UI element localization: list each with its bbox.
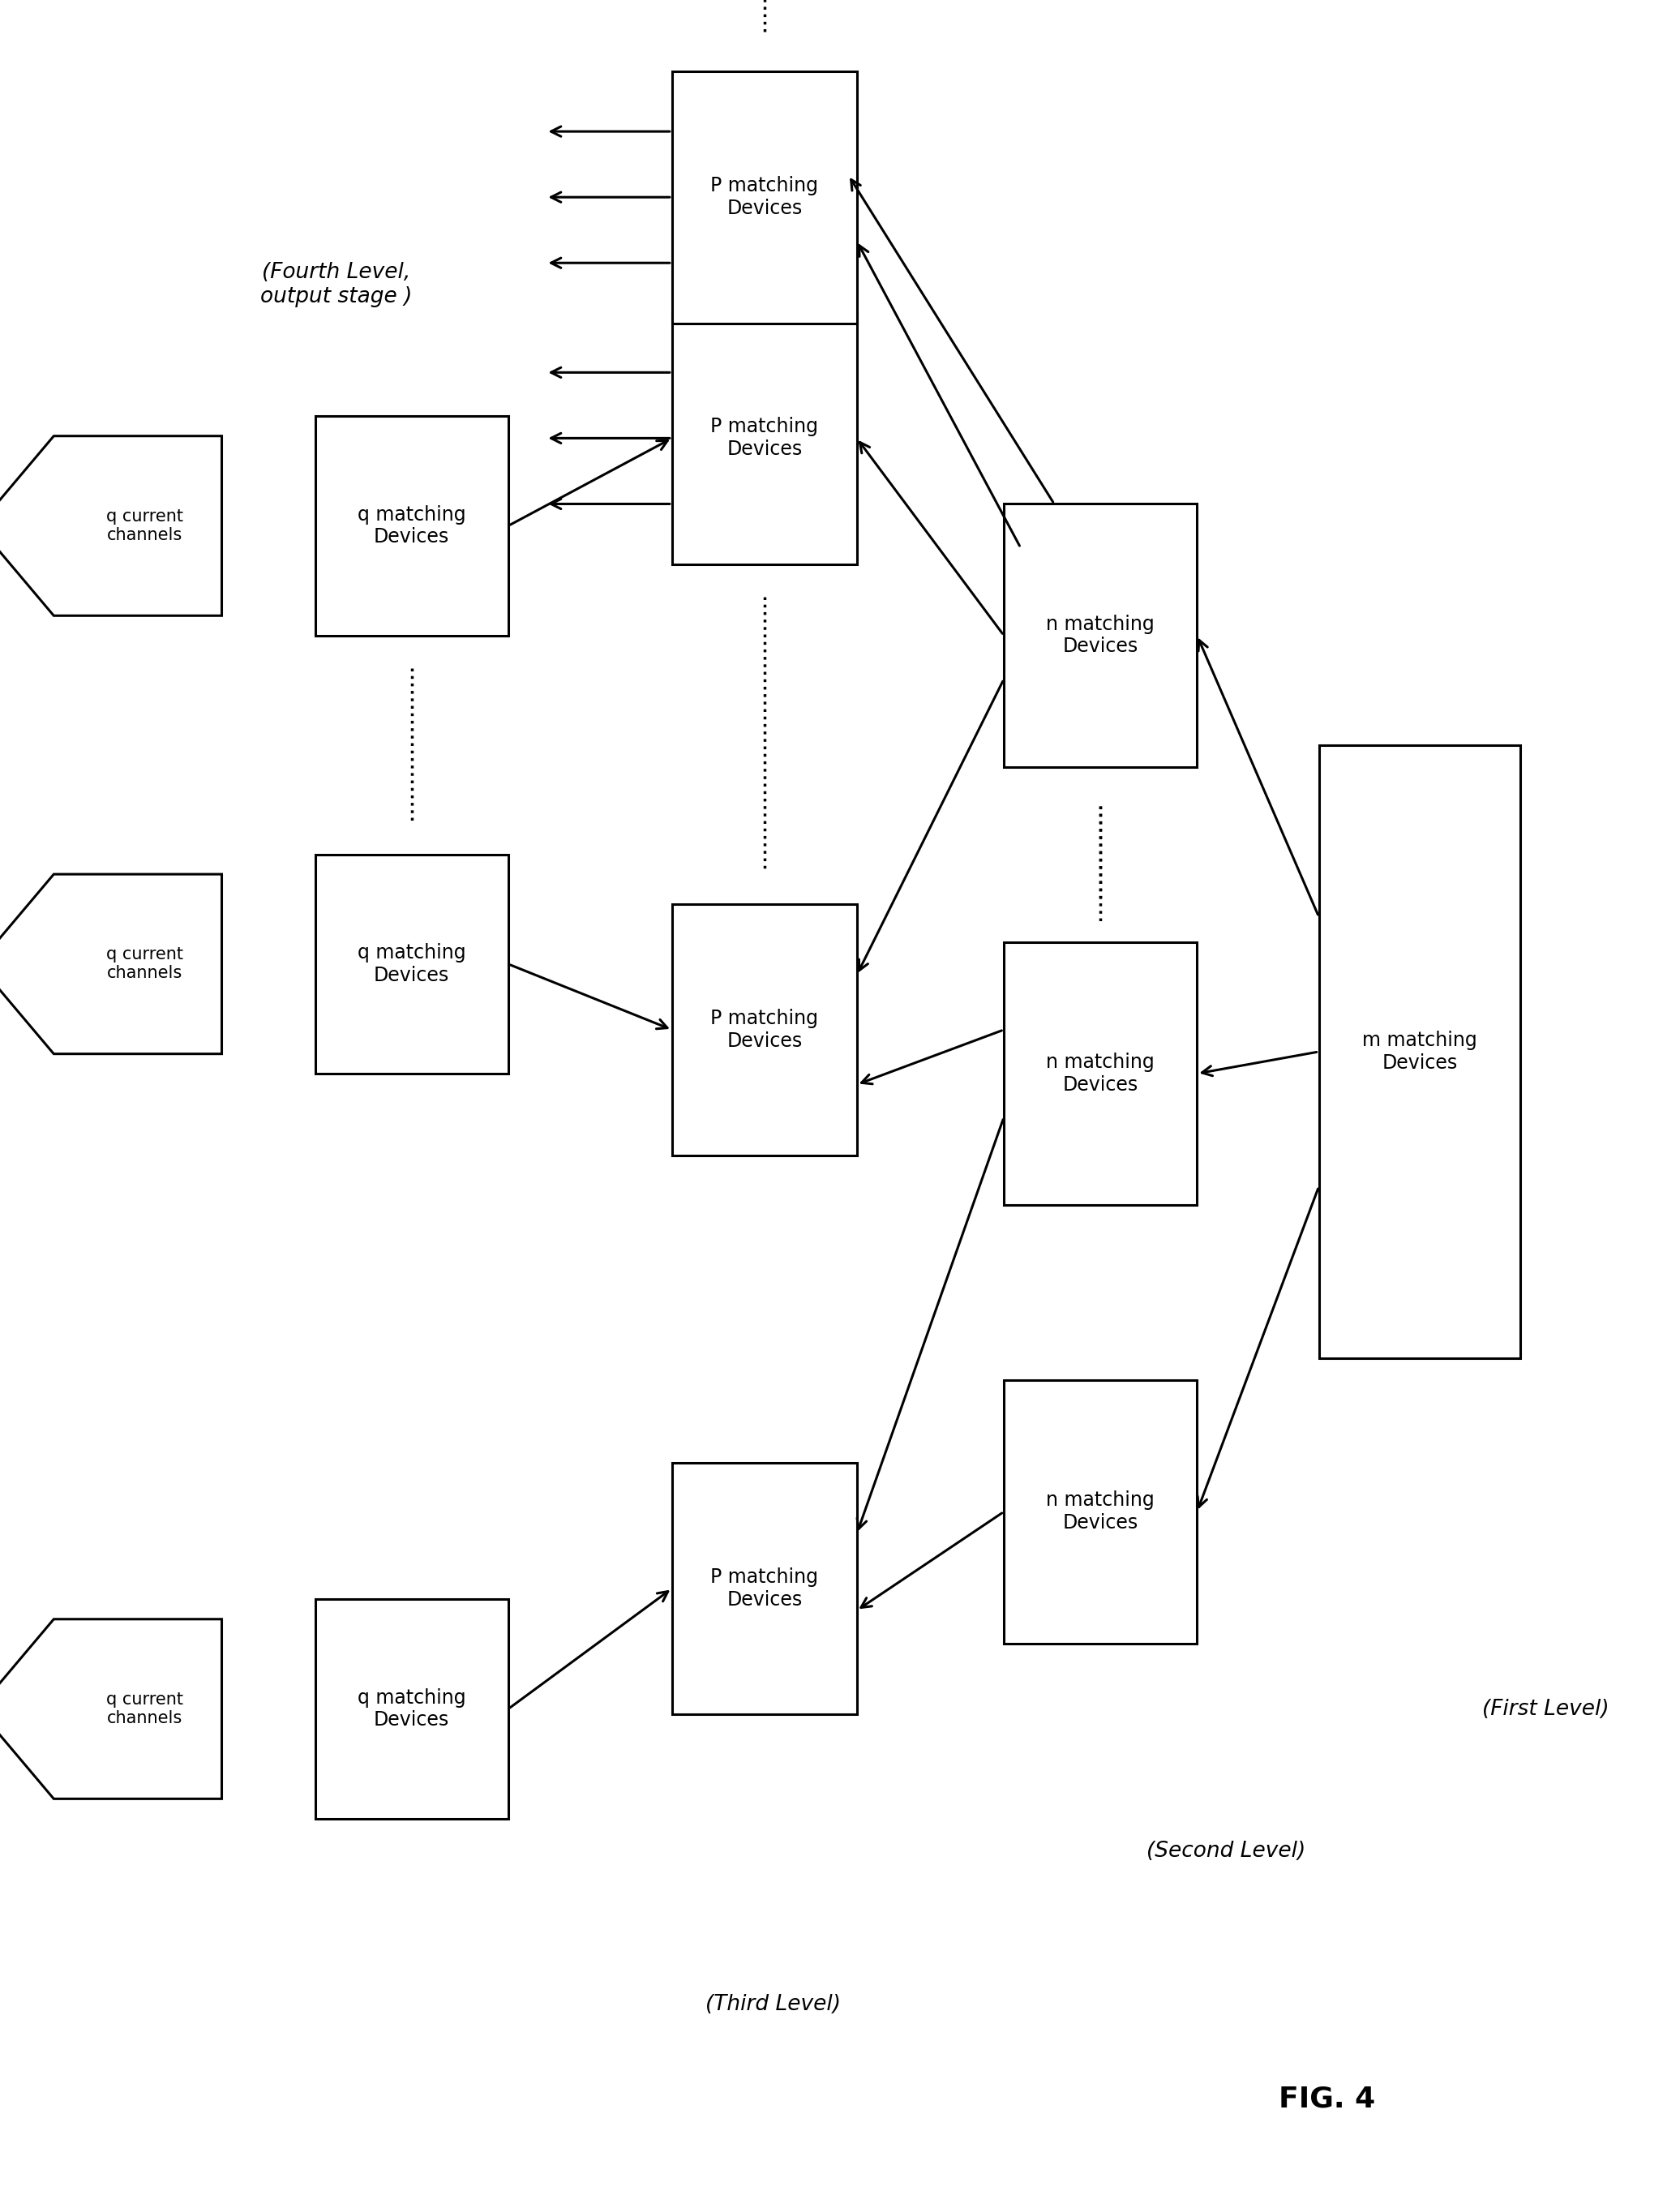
Text: q current
channels: q current channels bbox=[106, 947, 183, 982]
Text: q matching
Devices: q matching Devices bbox=[358, 942, 465, 986]
Bar bbox=[1005, 504, 1196, 767]
Text: P matching
Devices: P matching Devices bbox=[711, 1567, 818, 1610]
Bar bbox=[316, 854, 507, 1074]
Bar bbox=[672, 1464, 857, 1713]
Text: FIG. 4: FIG. 4 bbox=[1278, 2086, 1376, 2112]
Text: (Third Level): (Third Level) bbox=[706, 1994, 840, 2016]
Text: (First Level): (First Level) bbox=[1482, 1698, 1609, 1720]
Bar bbox=[316, 416, 507, 635]
Text: n matching
Devices: n matching Devices bbox=[1047, 1490, 1154, 1534]
Polygon shape bbox=[0, 1619, 222, 1799]
Bar bbox=[672, 311, 857, 563]
Text: m matching
Devices: m matching Devices bbox=[1362, 1030, 1477, 1074]
Bar bbox=[1319, 745, 1520, 1358]
Text: q current
channels: q current channels bbox=[106, 1691, 183, 1727]
Bar bbox=[672, 72, 857, 324]
Text: n matching
Devices: n matching Devices bbox=[1047, 1052, 1154, 1096]
Text: P matching
Devices: P matching Devices bbox=[711, 1008, 818, 1052]
Bar bbox=[316, 1599, 507, 1819]
Bar bbox=[1005, 942, 1196, 1205]
Bar bbox=[672, 903, 857, 1157]
Text: P matching
Devices: P matching Devices bbox=[711, 416, 818, 460]
Text: (Fourth Level,
output stage ): (Fourth Level, output stage ) bbox=[260, 263, 412, 307]
Bar bbox=[1005, 1380, 1196, 1643]
Text: P matching
Devices: P matching Devices bbox=[711, 175, 818, 219]
Text: q matching
Devices: q matching Devices bbox=[358, 1687, 465, 1731]
Text: q current
channels: q current channels bbox=[106, 508, 183, 543]
Text: q matching
Devices: q matching Devices bbox=[358, 504, 465, 548]
Text: n matching
Devices: n matching Devices bbox=[1047, 613, 1154, 657]
Text: (Second Level): (Second Level) bbox=[1147, 1840, 1305, 1862]
Polygon shape bbox=[0, 436, 222, 616]
Polygon shape bbox=[0, 874, 222, 1054]
